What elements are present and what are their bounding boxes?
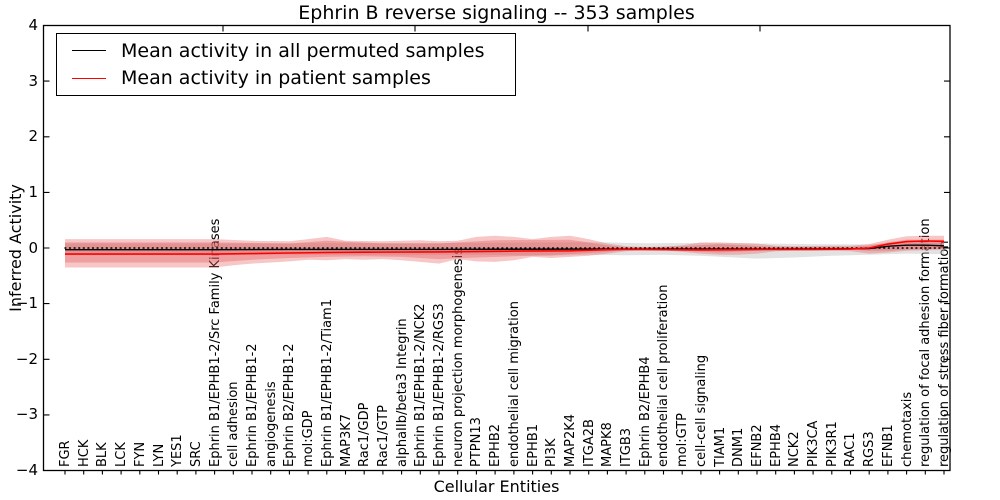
- patient-line-swatch: [72, 77, 106, 79]
- y-tick-label: −1: [15, 294, 38, 313]
- axis-ticks: [43, 24, 950, 475]
- chart-title: Ephrin B reverse signaling -- 353 sample…: [298, 2, 695, 24]
- y-tick-label: 2: [28, 127, 38, 146]
- y-tick-label: −3: [15, 405, 38, 424]
- legend-label-patient: Mean activity in patient samples: [121, 67, 431, 90]
- y-tick-label: −4: [15, 461, 38, 479]
- legend-entry-patient: Mean activity in patient samples: [57, 65, 515, 92]
- legend-entry-permuted: Mean activity in all permuted samples: [57, 37, 515, 64]
- y-tick-label: 0: [28, 238, 38, 257]
- y-tick-label: −2: [15, 349, 38, 368]
- legend-label-permuted: Mean activity in all permuted samples: [121, 39, 485, 62]
- mean-activity-patient-line: [65, 240, 945, 255]
- y-tick-label: 1: [28, 182, 38, 201]
- permuted-line-swatch: [72, 50, 106, 52]
- x-axis-label: Cellular Entities: [433, 477, 560, 496]
- y-tick-label: 4: [28, 16, 38, 34]
- legend: Mean activity in all permuted samples Me…: [56, 33, 516, 96]
- y-tick-label: 3: [28, 71, 38, 90]
